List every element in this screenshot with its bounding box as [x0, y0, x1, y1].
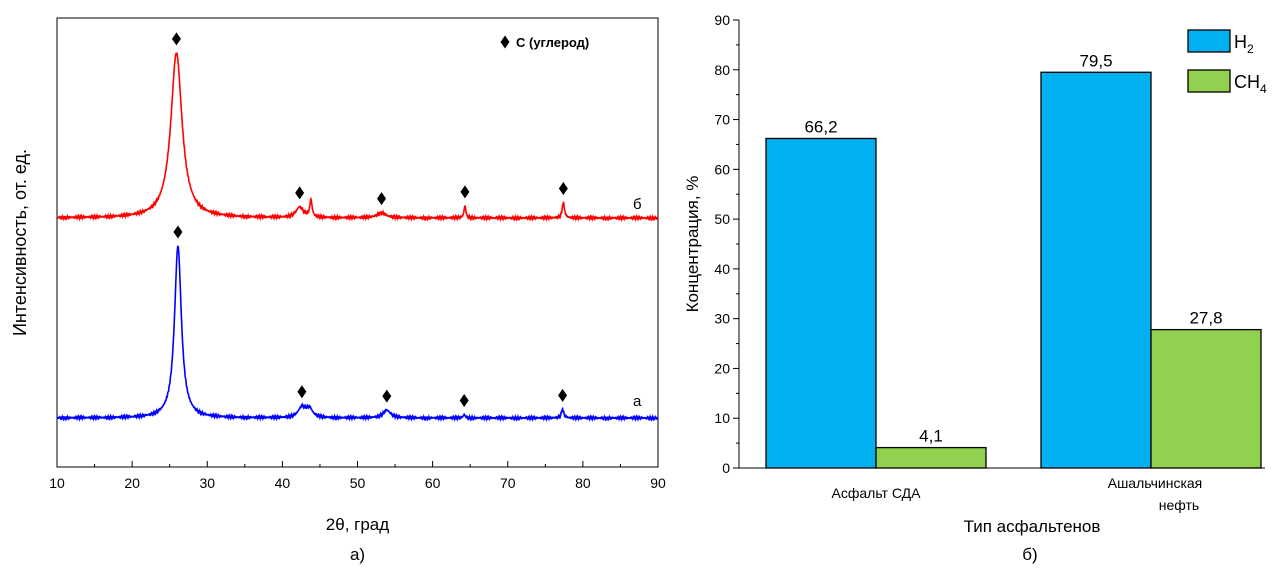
- bar-value-label: 27,8: [1189, 309, 1222, 328]
- xrd-chart: 10 20 30 40 50 60 70 80 90 2θ, град а) Интенсивност…: [10, 17, 666, 564]
- y-tick-label: 70: [714, 112, 730, 128]
- y-tick-label: 20: [714, 360, 730, 376]
- legend-label: H2: [1234, 32, 1254, 56]
- x-tick-label: 30: [199, 475, 215, 491]
- gas-concentration-chart: 0 10 20 30 40 50 60 70 80 90 Концентрация, % Тип ас…: [683, 12, 1267, 564]
- carbon-peak-marker: [377, 192, 387, 206]
- plot-frame: [56, 17, 659, 468]
- bar-H2: [1040, 71, 1152, 469]
- x-axis-label: Тип асфальтенов: [964, 517, 1101, 536]
- carbon-peak-marker: [171, 32, 181, 46]
- y-tick-label: 0: [722, 460, 730, 476]
- y-tick-label: 10: [714, 410, 730, 426]
- chart-caption: а): [350, 545, 365, 564]
- y-tick-label: 50: [714, 211, 730, 227]
- y-axis-label: Интенсивность, от. ед.: [10, 149, 30, 336]
- series-label: б: [633, 196, 642, 213]
- x-axis-label: 2θ, град: [326, 515, 389, 534]
- bar-value-label: 66,2: [804, 117, 837, 136]
- x-tick-label: 50: [350, 475, 366, 491]
- carbon-peak-marker: [460, 185, 470, 199]
- carbon-peak-marker: [459, 393, 469, 407]
- series-label: а: [633, 393, 642, 410]
- y-axis-label: Концентрация, %: [683, 176, 702, 313]
- series-line-а: [56, 245, 659, 423]
- series-line-б: [56, 52, 659, 223]
- bar-CH4: [875, 446, 987, 469]
- bar-value-label: 79,5: [1079, 51, 1112, 70]
- y-tick-label: 30: [714, 311, 730, 327]
- x-tick-label: 70: [500, 475, 516, 491]
- x-tick-label: 60: [425, 475, 441, 491]
- x-tick-label: 10: [49, 475, 65, 491]
- category-label: Асфальт СДА: [832, 485, 922, 501]
- bar-value-label: 4,1: [919, 427, 943, 446]
- y-tick-label: 40: [714, 261, 730, 277]
- y-tick-label: 80: [714, 62, 730, 78]
- legend-swatch: [1187, 29, 1231, 53]
- legend-label: C (углерод): [516, 35, 589, 50]
- carbon-peak-marker: [297, 385, 307, 399]
- carbon-peak-marker: [173, 225, 183, 239]
- x-tick-label: 20: [124, 475, 140, 491]
- category-label: Ашальчинская: [1108, 475, 1203, 491]
- x-tick-label: 40: [275, 475, 291, 491]
- bar-CH4: [1150, 328, 1262, 469]
- legend-swatch: [1187, 69, 1231, 93]
- x-tick-label: 80: [575, 475, 591, 491]
- legend-label: CH4: [1234, 72, 1267, 96]
- carbon-peak-marker: [558, 388, 568, 402]
- chart-caption: б): [1022, 545, 1037, 564]
- carbon-peak-marker: [295, 186, 305, 200]
- legend-marker: [500, 35, 510, 49]
- bar-H2: [765, 137, 877, 469]
- carbon-peak-marker: [558, 181, 568, 195]
- y-tick-label: 60: [714, 161, 730, 177]
- category-label: нефть: [1159, 497, 1199, 513]
- x-tick-label: 90: [650, 475, 666, 491]
- y-tick-label: 90: [714, 12, 730, 28]
- carbon-peak-marker: [382, 389, 392, 403]
